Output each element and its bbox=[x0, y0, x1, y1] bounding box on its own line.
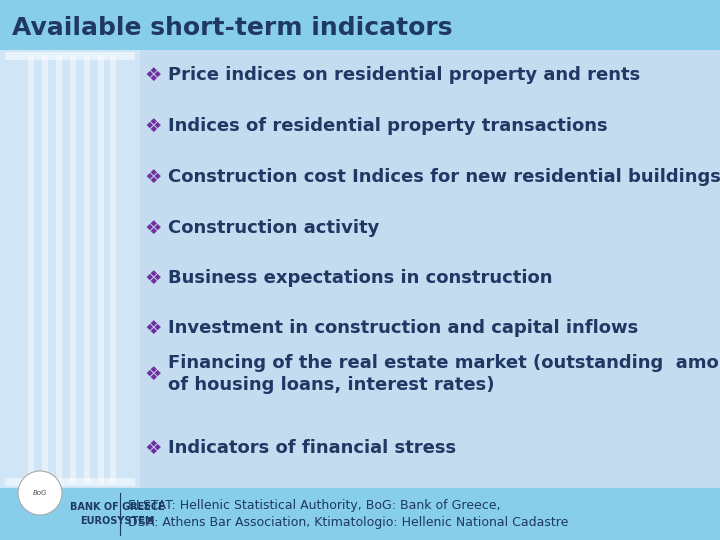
Text: Investment in construction and capital inflows: Investment in construction and capital i… bbox=[168, 319, 638, 337]
Text: Business expectations in construction: Business expectations in construction bbox=[168, 269, 552, 287]
Bar bbox=[84, 55, 90, 483]
Text: Indices of residential property transactions: Indices of residential property transact… bbox=[168, 117, 608, 135]
Bar bbox=[0, 488, 720, 540]
Text: Available short-term indicators: Available short-term indicators bbox=[12, 16, 452, 40]
Text: ❖: ❖ bbox=[144, 319, 162, 338]
Bar bbox=[0, 50, 720, 488]
Bar bbox=[110, 55, 116, 483]
Text: Price indices on residential property and rents: Price indices on residential property an… bbox=[168, 66, 640, 84]
Bar bbox=[0, 50, 140, 488]
Bar bbox=[70, 55, 76, 483]
Text: ❖: ❖ bbox=[144, 364, 162, 383]
Text: ❖: ❖ bbox=[144, 65, 162, 84]
Text: ❖: ❖ bbox=[144, 268, 162, 287]
Text: ELSTAT: Hellenic Statistical Authority, BoG: Bank of Greece,
DSA: Athens Bar Ass: ELSTAT: Hellenic Statistical Authority, … bbox=[128, 499, 568, 529]
Bar bbox=[98, 55, 104, 483]
Text: ❖: ❖ bbox=[144, 117, 162, 136]
Bar bbox=[5, 52, 135, 60]
Bar bbox=[56, 55, 62, 483]
Bar bbox=[28, 55, 34, 483]
Circle shape bbox=[18, 471, 62, 515]
Text: ❖: ❖ bbox=[144, 438, 162, 457]
Text: ❖: ❖ bbox=[144, 219, 162, 238]
Bar bbox=[0, 0, 720, 50]
Text: ❖: ❖ bbox=[144, 167, 162, 186]
Text: Indicators of financial stress: Indicators of financial stress bbox=[168, 439, 456, 457]
Text: Construction cost Indices for new residential buildings: Construction cost Indices for new reside… bbox=[168, 168, 720, 186]
Bar bbox=[5, 478, 135, 486]
Text: Construction activity: Construction activity bbox=[168, 219, 379, 237]
Text: BANK OF GREECE
EUROSYSTEM: BANK OF GREECE EUROSYSTEM bbox=[70, 502, 165, 525]
Bar bbox=[42, 55, 48, 483]
Text: Financing of the real estate market (outstanding  amount
of housing loans, inter: Financing of the real estate market (out… bbox=[168, 354, 720, 394]
Text: BoG: BoG bbox=[33, 490, 48, 496]
